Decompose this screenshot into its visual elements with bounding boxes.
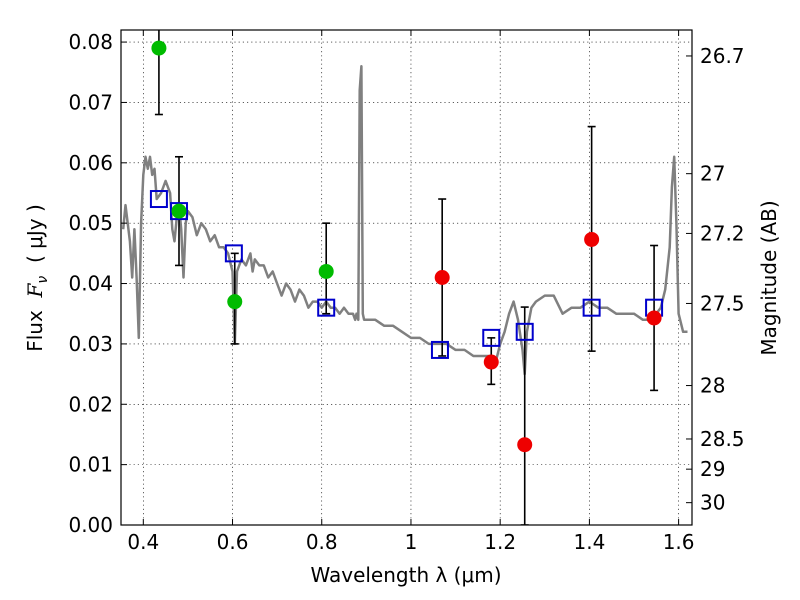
y-tick-label: 0.08 bbox=[68, 30, 113, 54]
observed-flux-point bbox=[517, 437, 533, 453]
y-axis-title: Flux Fν ( μJy ) bbox=[23, 204, 51, 352]
x-tick-label: 1.2 bbox=[484, 530, 516, 554]
right-tick-label: 28.5 bbox=[700, 427, 745, 451]
y-tick-label: 0.07 bbox=[68, 90, 113, 114]
model-flux-square bbox=[317, 298, 336, 317]
x-tick-label: 0.8 bbox=[306, 530, 338, 554]
model-flux-square bbox=[430, 340, 449, 359]
axis-ticks: 0.4 0.6 0.8 1 1.2 1.4 1.6 0.00 0.01 0.02 0.03 0.04 0… bbox=[68, 30, 745, 554]
plot-data bbox=[121, 30, 688, 525]
right-axis-title: Magnitude (AB) bbox=[757, 200, 781, 355]
observed-flux-point bbox=[483, 354, 499, 370]
spectrum-line bbox=[121, 64, 688, 376]
y-tick-label: 0.03 bbox=[68, 332, 113, 356]
right-tick-label: 28 bbox=[700, 374, 725, 398]
y-axis-title-suffix: ( μJy ) bbox=[23, 204, 47, 276]
grid-lines bbox=[121, 30, 692, 526]
right-tick-label: 27.2 bbox=[700, 221, 745, 245]
model-flux-square bbox=[482, 328, 501, 347]
model-flux-square bbox=[149, 190, 168, 209]
y-tick-label: 0.02 bbox=[68, 392, 113, 416]
model-flux-square bbox=[582, 298, 601, 317]
y-tick-label: 0.04 bbox=[68, 272, 113, 296]
observed-flux-point bbox=[584, 231, 600, 247]
observed-flux-point bbox=[318, 263, 334, 279]
y-tick-label: 0.00 bbox=[68, 513, 113, 537]
y-tick-label: 0.05 bbox=[68, 211, 113, 235]
y-tick-label: 0.01 bbox=[68, 453, 113, 477]
y-axis-title-subscript: ν bbox=[35, 276, 51, 284]
observed-flux-point bbox=[151, 40, 167, 56]
y-tick-label: 0.06 bbox=[68, 151, 113, 175]
plot-frame bbox=[120, 29, 693, 526]
observed-flux-point bbox=[227, 294, 243, 310]
x-tick-label: 1 bbox=[405, 530, 418, 554]
right-tick-label: 27.5 bbox=[700, 291, 745, 315]
model-flux-square bbox=[169, 202, 188, 221]
y-axis-title-symbol: F bbox=[23, 282, 47, 298]
observed-flux-point bbox=[434, 270, 450, 285]
model-flux-square bbox=[515, 322, 534, 341]
x-tick-label: 1.6 bbox=[663, 530, 695, 554]
right-tick-label: 26.7 bbox=[700, 44, 745, 68]
x-tick-label: 0.6 bbox=[217, 530, 249, 554]
right-tick-label: 27 bbox=[700, 162, 725, 186]
right-tick-label: 29 bbox=[700, 457, 725, 481]
right-tick-label: 30 bbox=[700, 491, 725, 515]
x-tick-label: 1.4 bbox=[573, 530, 605, 554]
y-axis-title-prefix: Flux bbox=[23, 297, 47, 351]
x-axis-title: Wavelength λ (μm) bbox=[310, 563, 501, 587]
observed-flux-point bbox=[646, 310, 662, 326]
model-flux-square bbox=[224, 244, 243, 263]
observed-flux-point bbox=[171, 203, 187, 219]
x-tick-label: 0.4 bbox=[127, 530, 159, 554]
